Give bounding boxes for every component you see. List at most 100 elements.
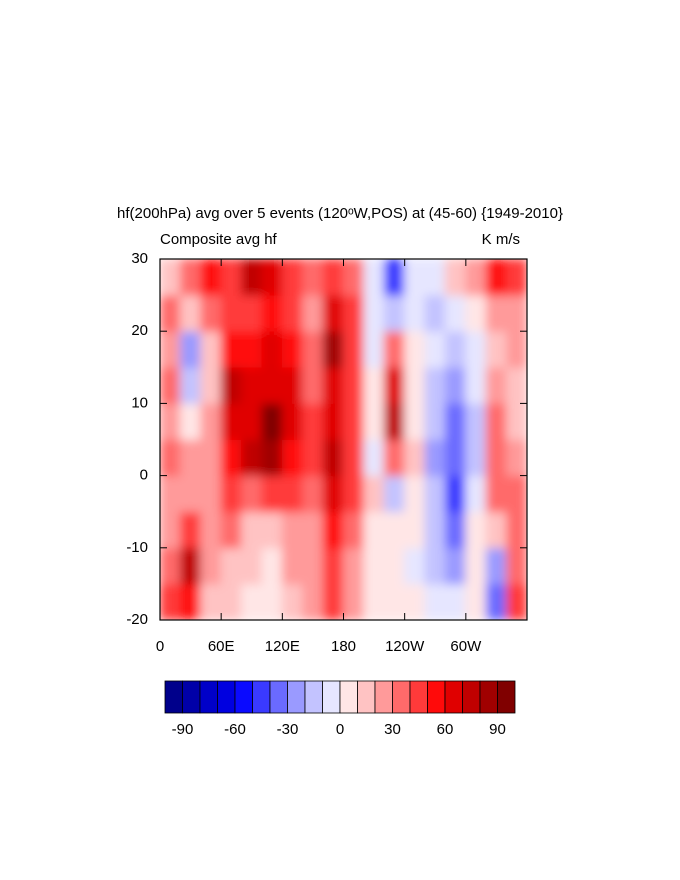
x-tick-label: 60W [450, 638, 482, 655]
contour-cell [444, 402, 467, 440]
contour-cell [179, 330, 202, 368]
contour-cell [322, 259, 344, 296]
contour-cell [302, 511, 324, 549]
contour-cell [424, 511, 446, 549]
contour-cell [465, 366, 487, 404]
contour-cell [179, 439, 202, 477]
contour-cell [220, 547, 243, 585]
contour-cell [404, 366, 426, 404]
contour-cell [322, 294, 344, 332]
contour-cell [302, 294, 324, 332]
contour-cell [200, 330, 222, 368]
contour-cell [506, 366, 527, 404]
colorbar-box [339, 680, 358, 714]
contour-cell [363, 330, 385, 368]
contour-cell [241, 259, 263, 296]
contour-cell [383, 259, 406, 296]
contour-cell [160, 294, 181, 332]
contour-cell [302, 259, 324, 296]
contour-cell [241, 330, 263, 368]
contour-cell [485, 511, 508, 549]
contour-cell [160, 547, 181, 585]
contour-cell [424, 402, 446, 440]
contour-cell [220, 583, 243, 620]
contour-cell [383, 583, 406, 620]
contour-cell [465, 259, 487, 296]
contour-cell [343, 330, 365, 368]
x-tick-label: 0 [156, 638, 164, 655]
contour-cell [485, 475, 508, 513]
colorbar-box [409, 680, 428, 714]
colorbar-box [164, 680, 183, 714]
contour-cell [424, 475, 446, 513]
contour-cell [465, 294, 487, 332]
contour-cell [424, 294, 446, 332]
colorbar-box [427, 680, 446, 714]
contour-cell [241, 511, 263, 549]
contour-cell [281, 439, 304, 477]
contour-cell [363, 366, 385, 404]
contour-cell [424, 583, 446, 620]
contour-cell [465, 439, 487, 477]
colorbar-label: -60 [224, 721, 246, 738]
contour-cell [200, 259, 222, 296]
contour-cell [404, 294, 426, 332]
contour-cell [404, 402, 426, 440]
contour-cell [281, 511, 304, 549]
contour-cell [424, 366, 446, 404]
contour-cell [160, 402, 181, 440]
contour-cell [302, 547, 324, 585]
contour-cell [261, 259, 283, 296]
y-tick-label: 0 [140, 467, 148, 484]
contour-cell [160, 259, 181, 296]
x-tick-label: 60E [208, 638, 235, 655]
contour-cell [343, 259, 365, 296]
chart-title: hf(200hPa) avg over 5 events (120ᵒW,POS)… [117, 205, 563, 222]
contour-cell [363, 583, 385, 620]
contour-cell [444, 511, 467, 549]
contour-cell [261, 475, 283, 513]
contour-cell [424, 330, 446, 368]
colorbar-box [304, 680, 323, 714]
contour-cell [506, 294, 527, 332]
contour-cell [444, 547, 467, 585]
contour-cell [383, 330, 406, 368]
colorbar-box [497, 680, 516, 714]
contour-cell [220, 366, 243, 404]
x-tick-label: 180 [331, 638, 356, 655]
y-tick-label: 10 [131, 394, 148, 411]
contour-cell [261, 583, 283, 620]
contour-cell [220, 402, 243, 440]
contour-cell [424, 259, 446, 296]
contour-cell [485, 583, 508, 620]
contour-cell [302, 475, 324, 513]
contour-cell [363, 475, 385, 513]
contour-cell [160, 583, 181, 620]
contour-cell [485, 294, 508, 332]
contour-cell [485, 366, 508, 404]
contour-cell [363, 259, 385, 296]
contour-cell [506, 439, 527, 477]
contour-cell [322, 330, 344, 368]
contour-cell [383, 294, 406, 332]
contour-cell [281, 402, 304, 440]
contour-cell [220, 439, 243, 477]
colorbar-box [392, 680, 411, 714]
contour-cell [200, 294, 222, 332]
contour-cell [444, 583, 467, 620]
field [160, 259, 527, 620]
contour-cell [261, 547, 283, 585]
contour-cell [465, 583, 487, 620]
contour-cell [444, 366, 467, 404]
colorbar-box [199, 680, 218, 714]
contour-cell [404, 439, 426, 477]
contour-cell [343, 547, 365, 585]
contour-cell [404, 475, 426, 513]
contour-cell [200, 366, 222, 404]
contour-cell [424, 547, 446, 585]
contour-cell [261, 439, 283, 477]
contour-cell [424, 439, 446, 477]
contour-cell [241, 402, 263, 440]
contour-cell [179, 511, 202, 549]
y-tick-label: -10 [126, 539, 148, 556]
